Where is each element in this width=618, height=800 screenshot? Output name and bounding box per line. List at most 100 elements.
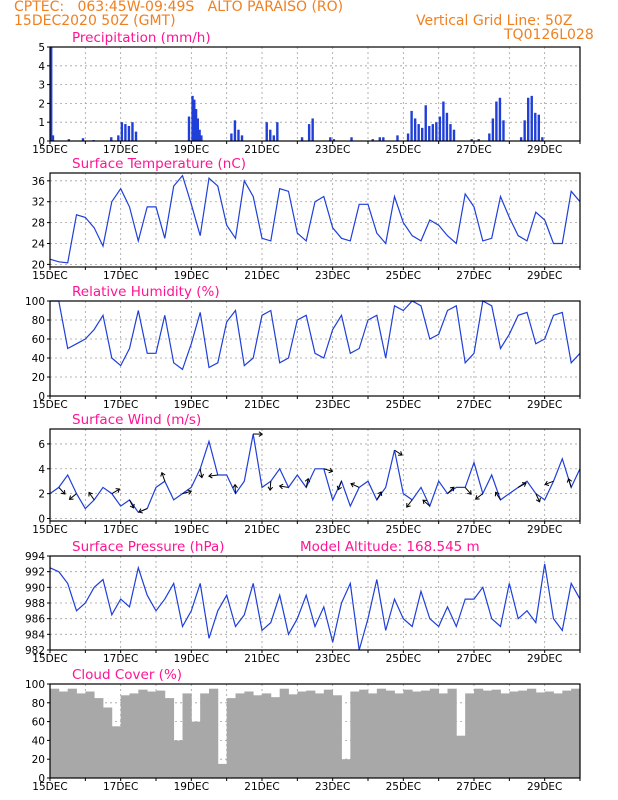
precip-bar <box>378 137 381 141</box>
cloud-bar <box>474 688 484 778</box>
cloud-bar <box>306 690 316 778</box>
precip-bar <box>196 118 200 141</box>
wind-arrow <box>58 487 66 495</box>
x-tick-label: 19DEC <box>174 653 209 665</box>
x-tick-label: 15DEC <box>32 653 67 665</box>
cloud-bar <box>129 693 139 778</box>
x-tick-label: 15DEC <box>32 399 67 411</box>
wind-arrow-head <box>377 491 383 497</box>
wind-arrow-head <box>406 503 411 508</box>
x-tick-label: 27DEC <box>456 781 491 793</box>
precip-bar <box>300 137 304 141</box>
x-tick-label: 27DEC <box>456 270 491 282</box>
cloud-bar <box>138 689 148 778</box>
precip-bar <box>200 135 203 141</box>
wind-arrow <box>535 493 541 503</box>
cloud-bar <box>447 688 457 778</box>
wind-arrow <box>129 499 135 509</box>
y-tick-label: 5 <box>38 42 45 54</box>
wind-arrow-head <box>88 491 93 497</box>
precip-bar <box>198 129 201 141</box>
cloud-bar <box>341 759 351 778</box>
wind-arrow-head <box>304 477 311 483</box>
precip-bar <box>452 129 456 141</box>
precip-bar <box>131 122 134 141</box>
wind-arrow <box>161 472 166 482</box>
cloud-bar <box>394 693 404 778</box>
precip-bar <box>311 118 314 141</box>
panel-press: 982 984 986 988 990 992 994 15DEC 17DEC 19DEC 21DE… <box>25 539 581 665</box>
y-tick-label: 0 <box>38 391 45 403</box>
wind-arrow <box>279 485 289 488</box>
wind-arrow <box>544 480 554 485</box>
y-tick-label: 4 <box>38 464 45 476</box>
wind-arrow <box>475 493 484 500</box>
model-altitude-label: Model Altitude: 168.545 m <box>300 539 480 555</box>
wind-arrow-head <box>328 467 334 474</box>
x-tick-label: 19DEC <box>174 781 209 793</box>
y-tick-label: 3 <box>38 80 45 92</box>
x-tick-label: 27DEC <box>456 653 491 665</box>
x-tick-label: 19DEC <box>174 144 209 156</box>
panel-title: Cloud Cover (%) <box>72 667 182 683</box>
precip-bar <box>307 124 311 141</box>
precip-bar <box>537 114 540 141</box>
cloud-bar <box>315 693 325 778</box>
cloud-bar <box>535 692 546 778</box>
y-tick-label: 0 <box>38 136 45 148</box>
cloud-bar <box>562 690 572 778</box>
wind-arrow <box>464 487 472 495</box>
x-tick-label: 29DEC <box>527 270 562 282</box>
wind-arrow-head <box>449 486 455 492</box>
wind-arrow-head <box>267 486 274 492</box>
precip-bar <box>502 120 505 141</box>
precip-bar <box>276 122 279 141</box>
precip-bar <box>445 112 449 141</box>
wind-arrow-head <box>522 482 527 487</box>
cloud-bar <box>50 688 60 778</box>
wind-arrow-head <box>138 508 143 514</box>
header-right-2: TQ0126L028 <box>504 27 594 43</box>
y-tick-label: 990 <box>25 582 45 594</box>
y-tick-label: 4 <box>38 61 45 73</box>
cloud-bar <box>191 721 201 778</box>
panel-frame <box>49 46 581 142</box>
precip-bar <box>382 137 385 141</box>
x-tick-label: 25DEC <box>386 270 421 282</box>
x-tick-label: 17DEC <box>103 524 138 536</box>
panel-title: Relative Humidity (%) <box>72 284 220 300</box>
y-tick-label: 20 <box>32 259 45 271</box>
wind-arrow-head <box>278 483 284 490</box>
precip-bar <box>134 131 138 141</box>
precip-bar <box>233 120 237 141</box>
cloud-bar <box>456 735 466 778</box>
x-tick-label: 23DEC <box>315 270 350 282</box>
wind-arrow <box>350 483 360 488</box>
x-tick-label: 25DEC <box>386 653 421 665</box>
precip-bar <box>81 138 85 141</box>
wind-arrow <box>138 508 148 513</box>
x-tick-label: 17DEC <box>103 270 138 282</box>
y-tick-label: 0 <box>38 773 45 785</box>
y-tick-label: 1 <box>38 117 45 129</box>
cloud-bar <box>235 693 245 778</box>
wind-arrow-head <box>232 483 238 489</box>
cloud-bar <box>279 688 289 778</box>
wind-arrow <box>269 481 272 491</box>
wind-arrow <box>376 491 382 501</box>
cloud-bar <box>527 688 537 778</box>
precip-bar <box>117 135 120 141</box>
y-tick-label: 2 <box>38 98 45 110</box>
cloud-bar <box>244 691 254 778</box>
x-tick-label: 27DEC <box>456 144 491 156</box>
precip-bar <box>410 110 413 141</box>
y-tick-label: 0 <box>38 514 45 526</box>
cloud-bar <box>76 693 86 778</box>
wind-arrow <box>495 492 501 501</box>
y-tick-label: 20 <box>32 754 45 766</box>
wind-arrow-head <box>60 489 66 495</box>
cloud-bar <box>200 693 210 778</box>
precip-bar <box>421 127 424 141</box>
x-tick-label: 21DEC <box>244 524 279 536</box>
wind-arrow-head <box>544 480 550 486</box>
